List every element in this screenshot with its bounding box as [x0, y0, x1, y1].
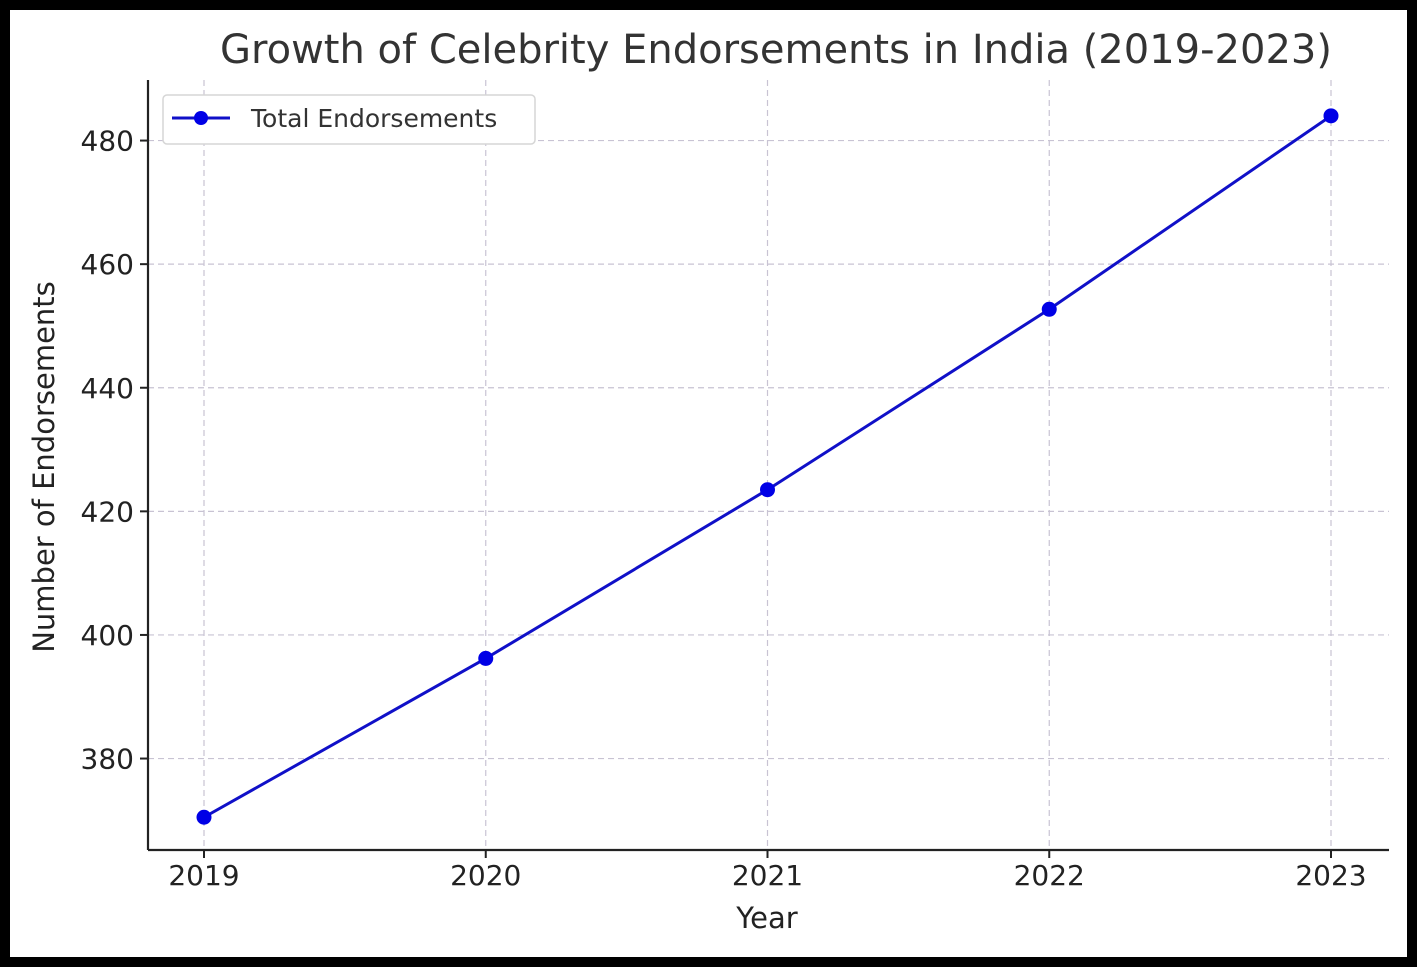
y-tick-label-480: 480 [81, 125, 134, 158]
x-tick-label-2021: 2021 [732, 859, 803, 892]
chart-frame: Growth of Celebrity Endorsements in Indi… [10, 10, 1407, 957]
data-point-2019 [196, 809, 212, 825]
data-point-2020 [478, 650, 494, 666]
data-point-2023 [1323, 108, 1339, 124]
x-tick-label-2020: 2020 [450, 859, 521, 892]
y-axis-label: Number of Endorsements [27, 281, 61, 653]
series-layer [196, 108, 1339, 825]
legend-marker-swatch [194, 111, 208, 125]
line-chart: Growth of Celebrity Endorsements in Indi… [27, 27, 1389, 935]
x-tick-label-2023: 2023 [1295, 859, 1366, 892]
legend-box [162, 94, 536, 145]
x-tick-label-2019: 2019 [168, 859, 239, 892]
chart-title: Growth of Celebrity Endorsements in Indi… [220, 27, 1332, 73]
y-tick-label-420: 420 [81, 495, 134, 528]
data-point-2021 [760, 482, 775, 498]
y-tick-label-460: 460 [81, 248, 134, 281]
axis-ticks: 2019 2020 2021 2022 2023 380 400 420 440 460 480 [81, 125, 1367, 892]
y-tick-label-400: 400 [81, 619, 134, 652]
legend: Total Endorsements [162, 94, 536, 145]
x-axis-label: Year [735, 901, 797, 935]
grid [148, 80, 1389, 850]
data-point-2022 [1041, 301, 1057, 317]
y-tick-label-380: 380 [81, 743, 134, 776]
legend-label-total-endorsements: Total Endorsements [250, 104, 497, 133]
x-tick-label-2022: 2022 [1014, 859, 1085, 892]
y-tick-label-440: 440 [81, 372, 134, 405]
